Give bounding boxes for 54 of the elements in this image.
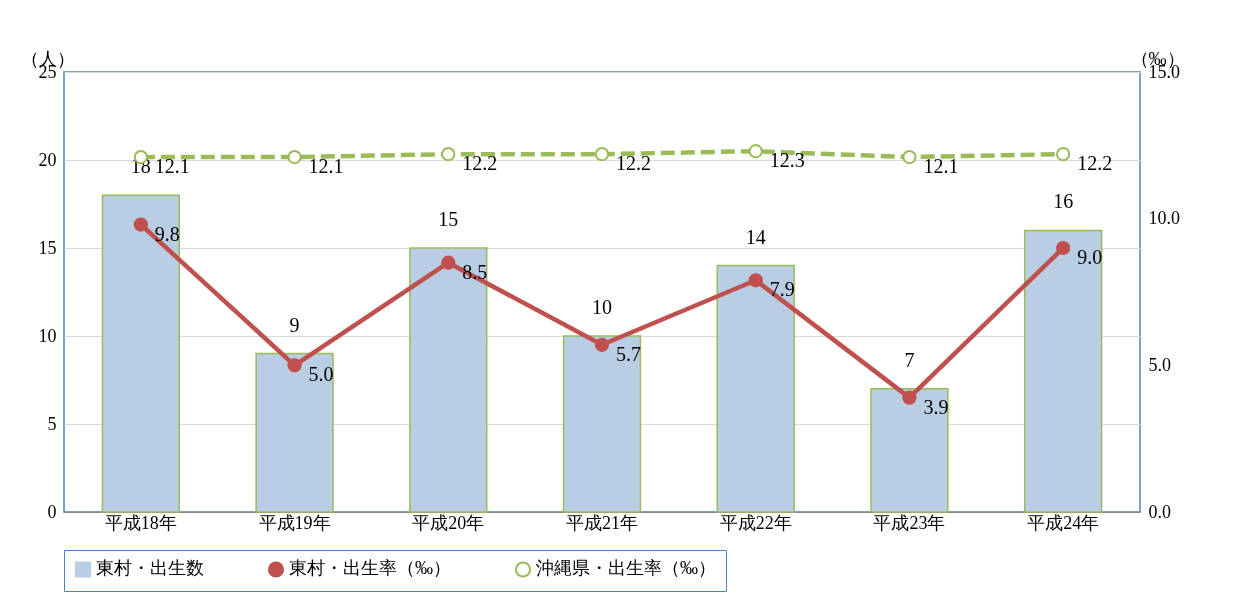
data-label: 12.2 xyxy=(1077,152,1113,175)
bar xyxy=(716,264,795,513)
point xyxy=(1056,147,1071,162)
bar xyxy=(562,335,642,513)
data-label: 10 xyxy=(592,296,612,318)
y2-tick-label: 10.0 xyxy=(1148,208,1180,229)
x-tick-label: 平成22年 xyxy=(719,512,792,533)
point xyxy=(748,273,763,288)
point xyxy=(902,390,917,405)
data-label: 7.9 xyxy=(769,278,795,301)
point xyxy=(594,147,610,162)
point xyxy=(748,144,763,159)
y2-tick-label: 5.0 xyxy=(1148,354,1171,375)
x-tick-label: 平成19年 xyxy=(258,512,331,533)
bar xyxy=(101,194,181,513)
bar xyxy=(870,388,949,513)
point xyxy=(287,358,302,373)
y-tick-label: 0 xyxy=(47,501,57,522)
data-label: 9 xyxy=(289,313,300,336)
legend-label: 東村・出生数 xyxy=(96,558,204,579)
point xyxy=(133,217,148,232)
x-tick-label: 平成20年 xyxy=(412,512,485,533)
x-tick-label: 平成23年 xyxy=(873,512,946,533)
bar xyxy=(1023,229,1103,513)
data-label: 12.2 xyxy=(616,152,651,175)
bar xyxy=(409,247,488,513)
x-tick-label: 平成21年 xyxy=(566,512,638,533)
data-label: 16 xyxy=(1053,190,1074,213)
point xyxy=(441,147,456,162)
y2-tick-label: 0.0 xyxy=(1148,501,1171,522)
y-tick-label: 15 xyxy=(38,237,57,258)
y-tick-label: 10 xyxy=(38,325,57,346)
point xyxy=(1056,240,1071,256)
bar xyxy=(255,352,334,513)
point xyxy=(594,337,610,352)
data-label: 15 xyxy=(438,208,459,230)
point xyxy=(287,149,302,165)
data-label: 7 xyxy=(904,348,915,371)
data-label: 14 xyxy=(745,225,766,248)
x-tick-label: 平成24年 xyxy=(1027,512,1100,533)
data-label: 12.1 xyxy=(923,155,959,178)
x-tick-label: 平成18年 xyxy=(104,512,177,533)
data-label: 9.8 xyxy=(154,222,180,245)
data-label: 12.2 xyxy=(462,152,498,175)
data-label: 5.0 xyxy=(308,363,334,386)
legend-label: 沖縄県・出生率（‰） xyxy=(536,558,716,579)
data-label: 12.1 xyxy=(308,155,344,178)
legend-label: 東村・出生率（‰） xyxy=(289,558,451,579)
point xyxy=(441,255,456,270)
data-label: 12.3 xyxy=(769,149,805,172)
y-tick-label: 20 xyxy=(38,149,57,170)
y-tick-label: 5 xyxy=(47,413,57,434)
point xyxy=(902,149,917,165)
data-label: 12.1 xyxy=(154,155,190,178)
